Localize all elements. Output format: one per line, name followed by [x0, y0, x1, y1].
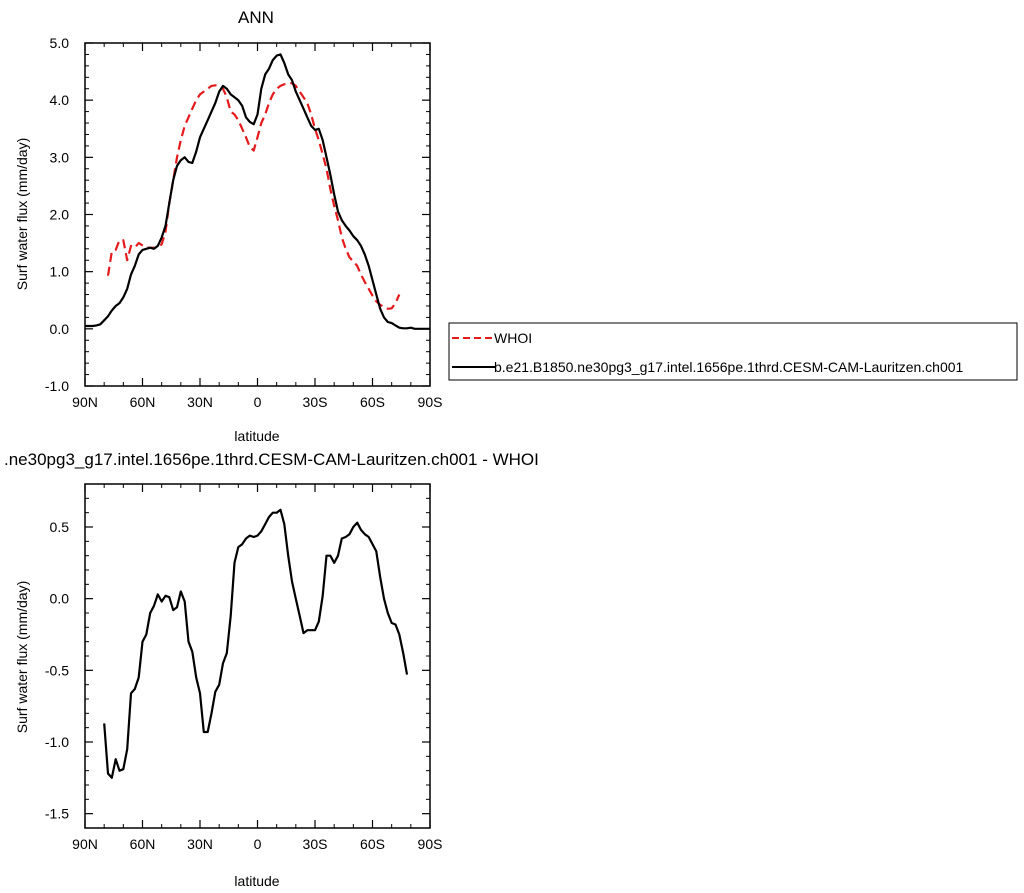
y-tick-label: 4.0 [50, 92, 70, 108]
x-tick-label: 90S [418, 394, 443, 410]
chart-title: .ne30pg3_g17.intel.1656pe.1thrd.CESM-CAM… [4, 450, 539, 469]
y-axis-label: Surf water flux (mm/day) [14, 581, 30, 733]
x-tick-label: 90S [418, 836, 443, 852]
y-tick-labels: -1.5 -1.0 -0.5 0.0 0.5 [45, 519, 69, 822]
series-line-model [85, 53, 430, 330]
y-tick-label: -1.0 [45, 734, 69, 750]
legend: WHOI b.e21.B1850.ne30pg3_g17.intel.1656p… [448, 322, 1018, 381]
y-tick-label: -0.5 [45, 662, 69, 678]
x-tick-labels: 90N 60N 30N 0 30S 60S 90S [72, 836, 442, 852]
y-tick-label: 5.0 [50, 35, 70, 51]
axis-ticks [84, 42, 431, 387]
y-tick-label: -1.0 [45, 378, 69, 394]
plot-frame [84, 42, 431, 387]
x-tick-label: 0 [254, 836, 262, 852]
x-tick-labels: 90N 60N 30N 0 30S 60S 90S [72, 394, 442, 410]
series-line-difference [103, 508, 409, 779]
legend-label-model: b.e21.B1850.ne30pg3_g17.intel.1656pe.1th… [494, 359, 964, 375]
y-tick-label: -1.5 [45, 806, 69, 822]
y-tick-label: 3.0 [50, 149, 70, 165]
x-tick-label: 30N [187, 394, 213, 410]
x-tick-label: 60S [360, 836, 385, 852]
y-axis-label: Surf water flux (mm/day) [14, 138, 30, 290]
chart-panel-annual: ANN -1.0 0.0 1.0 2.0 3.0 4.0 5.0 90N 60N 30N 0 30S… [14, 8, 442, 444]
x-axis-label: latitude [234, 428, 279, 444]
x-tick-label: 30N [187, 836, 213, 852]
x-tick-label: 90N [72, 836, 98, 852]
x-tick-label: 60S [360, 394, 385, 410]
series-lines [103, 508, 409, 779]
x-tick-label: 60N [130, 394, 156, 410]
chart-panel-difference: .ne30pg3_g17.intel.1656pe.1thrd.CESM-CAM… [4, 450, 539, 889]
axis-ticks [84, 483, 431, 829]
series-lines [85, 53, 430, 330]
x-tick-label: 30S [303, 836, 328, 852]
y-tick-label: 0.0 [50, 321, 70, 337]
y-tick-label: 0.0 [50, 591, 70, 607]
x-axis-label: latitude [234, 873, 279, 889]
y-tick-label: 2.0 [50, 207, 70, 223]
x-tick-label: 0 [254, 394, 262, 410]
x-tick-label: 30S [303, 394, 328, 410]
chart-title: ANN [238, 8, 274, 27]
y-tick-label: 1.0 [50, 264, 70, 280]
series-line-whoi [106, 81, 401, 310]
x-tick-label: 60N [130, 836, 156, 852]
y-tick-labels: -1.0 0.0 1.0 2.0 3.0 4.0 5.0 [45, 35, 69, 394]
legend-box [448, 322, 1018, 381]
legend-label-whoi: WHOI [494, 330, 532, 346]
y-tick-label: 0.5 [50, 519, 70, 535]
x-tick-label: 90N [72, 394, 98, 410]
